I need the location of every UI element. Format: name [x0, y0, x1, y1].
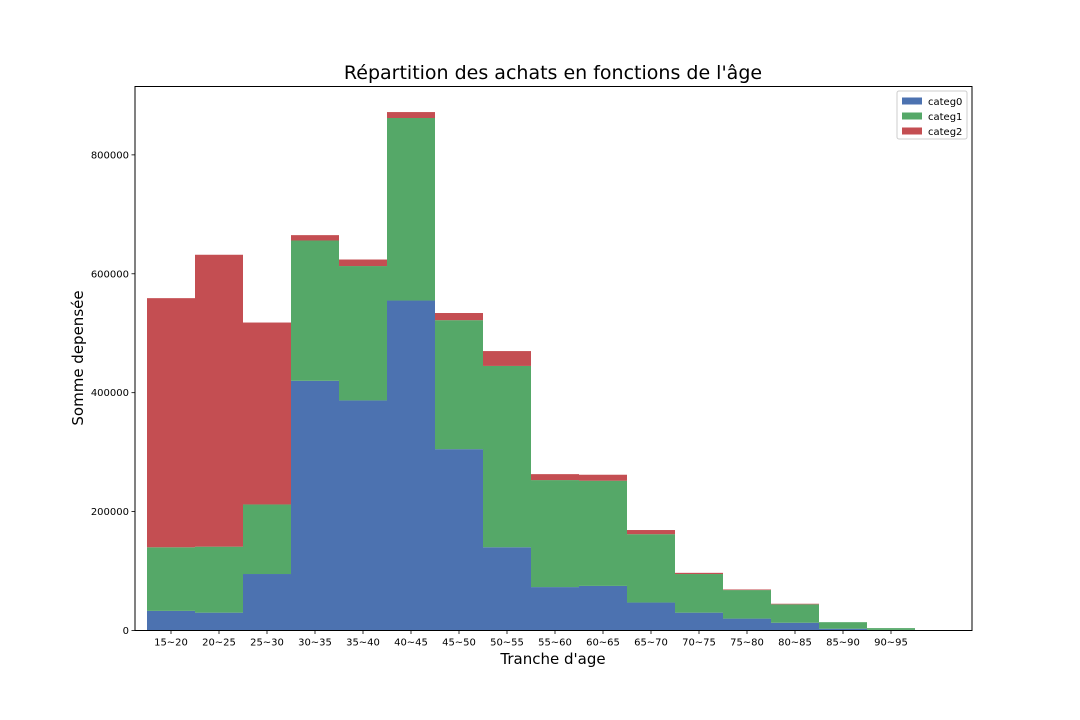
bar-categ1-60~65 [579, 480, 627, 586]
bar-categ0-35~40 [339, 400, 387, 631]
y-axis-label: Somme depensée [69, 290, 87, 425]
bar-categ1-80~85 [771, 604, 819, 623]
x-tick-label: 85~90 [826, 638, 860, 649]
bar-categ1-35~40 [339, 266, 387, 401]
x-tick-label: 55~60 [538, 638, 572, 649]
x-tick-label: 25~30 [250, 638, 284, 649]
bar-categ0-85~90 [819, 628, 867, 631]
x-tick-label: 15~20 [154, 638, 188, 649]
chart-title: Répartition des achats en fonctions de l… [344, 62, 762, 84]
y-tick-label: 400000 [91, 388, 129, 399]
legend: categ0 categ1 categ2 [896, 90, 968, 140]
bar-categ1-30~35 [291, 240, 339, 381]
y-tick-label: 0 [123, 626, 129, 637]
bar-categ2-20~25 [195, 254, 243, 547]
x-tick-label: 75~80 [730, 638, 764, 649]
bar-categ2-55~60 [531, 474, 579, 481]
y-tick-label: 200000 [91, 507, 129, 518]
bar-categ2-70~75 [675, 572, 723, 575]
bar-categ1-75~80 [723, 590, 771, 619]
x-tick-label: 20~25 [202, 638, 236, 649]
x-tick-label: 40~45 [394, 638, 428, 649]
bar-categ2-15~20 [147, 298, 195, 548]
bar-categ1-40~45 [387, 118, 435, 301]
bar-categ2-35~40 [339, 259, 387, 267]
bar-categ2-80~85 [771, 603, 819, 605]
x-tick-label: 80~85 [778, 638, 812, 649]
legend-swatch-categ1 [902, 112, 922, 120]
bar-categ2-60~65 [579, 474, 627, 481]
bar-categ2-40~45 [387, 112, 435, 119]
legend-swatch-categ0 [902, 97, 922, 105]
bar-categ0-45~50 [435, 449, 483, 631]
bar-categ0-80~85 [771, 622, 819, 631]
x-axis-label: Tranche d'age [499, 650, 605, 668]
bar-categ0-70~75 [675, 612, 723, 631]
bar-categ2-50~55 [483, 351, 531, 366]
bar-categ0-40~45 [387, 300, 435, 631]
bar-categ0-60~65 [579, 585, 627, 631]
bar-categ0-30~35 [291, 380, 339, 631]
bar-categ1-45~50 [435, 320, 483, 450]
y-tick-label: 800000 [91, 150, 129, 161]
y-axis: 0 200000 400000 600000 800000 [91, 150, 135, 637]
bars [147, 112, 915, 631]
bar-categ1-20~25 [195, 546, 243, 613]
bar-categ2-75~80 [723, 589, 771, 591]
bar-categ0-50~55 [483, 547, 531, 631]
bar-categ1-85~90 [819, 622, 867, 629]
legend-swatch-categ2 [902, 127, 922, 135]
legend-label-categ1: categ1 [928, 112, 962, 123]
x-tick-label: 70~75 [682, 638, 716, 649]
bar-categ0-75~80 [723, 618, 771, 631]
plot-frame [134, 86, 973, 631]
bar-categ0-15~20 [147, 610, 195, 631]
bar-categ1-50~55 [483, 365, 531, 548]
bar-categ0-55~60 [531, 587, 579, 631]
bar-categ0-25~30 [243, 574, 291, 631]
bar-categ2-45~50 [435, 313, 483, 321]
x-tick-label: 45~50 [442, 638, 476, 649]
bar-categ0-65~70 [627, 602, 675, 631]
bar-categ2-25~30 [243, 322, 291, 505]
x-tick-label: 30~35 [298, 638, 332, 649]
bar-categ2-30~35 [291, 235, 339, 241]
bar-categ1-25~30 [243, 504, 291, 575]
bar-categ2-65~70 [627, 530, 675, 535]
bar-categ1-70~75 [675, 574, 723, 613]
bar-categ1-90~95 [867, 628, 915, 630]
legend-label-categ0: categ0 [928, 97, 962, 108]
legend-label-categ2: categ2 [928, 127, 962, 138]
bar-categ1-65~70 [627, 534, 675, 603]
x-tick-label: 65~70 [634, 638, 668, 649]
bar-categ1-55~60 [531, 480, 579, 588]
x-tick-label: 90~95 [874, 638, 908, 649]
x-tick-label: 50~55 [490, 638, 524, 649]
bar-categ0-20~25 [195, 612, 243, 631]
x-tick-label: 60~65 [586, 638, 620, 649]
y-tick-label: 600000 [91, 269, 129, 280]
bar-categ1-15~20 [147, 547, 195, 611]
x-tick-label: 35~40 [346, 638, 380, 649]
x-axis: 15~20 20~25 25~30 30~35 35~40 40~45 45~50 50~55… [154, 630, 908, 649]
